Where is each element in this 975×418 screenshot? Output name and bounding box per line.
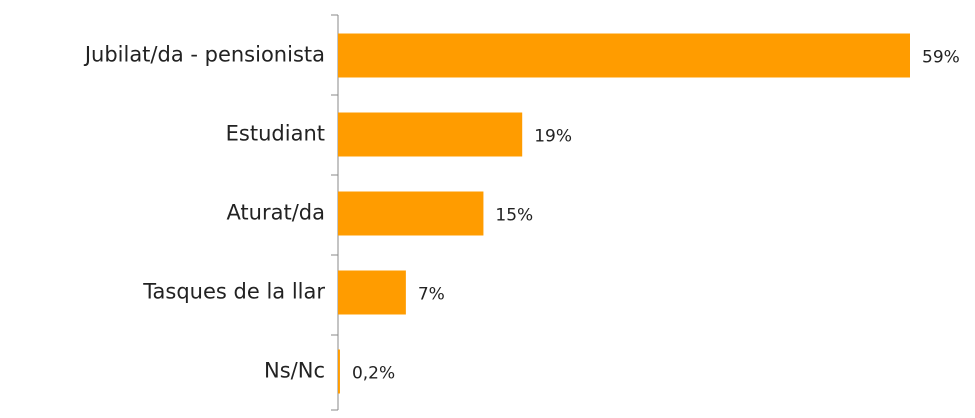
- category-label: Ns/Nc: [264, 359, 325, 383]
- value-label: 0,2%: [352, 364, 395, 384]
- bar: [338, 270, 406, 315]
- category-label: Estudiant: [226, 122, 325, 146]
- category-label: Aturat/da: [226, 201, 325, 225]
- bar: [338, 33, 910, 78]
- bar: [338, 112, 523, 157]
- value-label: 7%: [418, 285, 445, 305]
- bar: [338, 191, 484, 236]
- category-label: Jubilat/da - pensionista: [83, 43, 325, 67]
- value-label: 59%: [922, 48, 960, 68]
- value-label: 15%: [495, 206, 533, 226]
- axis-ticks: [331, 14, 338, 411]
- category-label: Tasques de la llar: [142, 280, 325, 304]
- value-label: 19%: [534, 127, 572, 147]
- bar: [338, 349, 340, 394]
